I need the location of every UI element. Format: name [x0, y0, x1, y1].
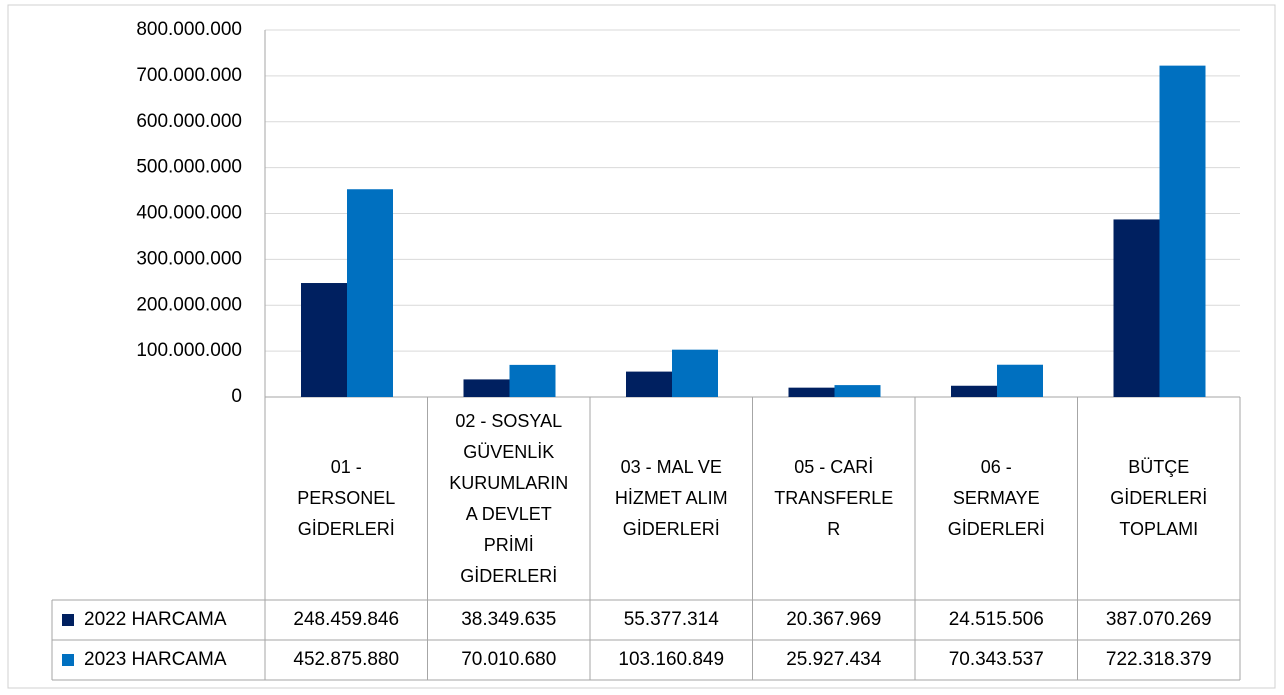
value-label: 25.927.434: [786, 649, 882, 670]
x-tick-label: 03 - MAL VE HİZMET ALIM GİDERLERİ: [614, 457, 728, 539]
value-label: 20.367.969: [786, 609, 881, 630]
bar: [672, 349, 718, 397]
y-tick-label: 800.000.000: [136, 19, 242, 40]
x-tick-label: BÜTÇE GİDERLERİ TOPLAMI: [1110, 457, 1208, 539]
category-cell: 01 - PERSONEL GİDERLERİ: [297, 457, 396, 539]
category-cell: 06 - SERMAYE GİDERLERİ: [947, 457, 1045, 539]
value-label: 452.875.880: [293, 649, 399, 670]
y-tick-label: 600.000.000: [136, 111, 242, 132]
bar: [951, 385, 997, 397]
bar: [301, 283, 347, 397]
legend-swatch: [62, 654, 74, 666]
value-label: 722.318.379: [1106, 649, 1212, 670]
value-label: 70.010.680: [461, 649, 556, 670]
value-label: 24.515.506: [949, 609, 1044, 630]
chart-frame: [7, 4, 1276, 689]
bar: [1159, 65, 1206, 397]
category-cell: 05 - CARİ TRANSFERLER: [774, 457, 894, 539]
bar: [626, 371, 672, 397]
bar: [788, 387, 835, 397]
category-cell: 02 - SOSYAL GÜVENLİK KURUMLARINA DEVLET …: [449, 410, 569, 586]
legend-label: 2023 HARCAMA: [84, 649, 227, 670]
category-cell: BÜTÇE GİDERLERİ TOPLAMI: [1110, 457, 1208, 539]
y-tick-label: 0: [231, 386, 242, 407]
bar: [997, 364, 1043, 397]
value-label: 103.160.849: [618, 649, 724, 670]
x-tick-label: 05 - CARİ TRANSFERLER: [774, 457, 894, 539]
x-tick-label: 01 - PERSONEL GİDERLERİ: [297, 457, 396, 539]
y-tick-label: 300.000.000: [136, 248, 242, 269]
y-tick-label: 500.000.000: [136, 157, 242, 178]
x-tick-label: 06 - SERMAYE GİDERLERİ: [947, 457, 1045, 539]
y-tick-label: 100.000.000: [136, 340, 242, 361]
value-label: 248.459.846: [293, 609, 399, 630]
legend-label: 2022 HARCAMA: [84, 609, 227, 630]
bar: [347, 189, 393, 397]
legend-swatch: [62, 614, 74, 626]
y-tick-label: 200.000.000: [136, 294, 242, 315]
y-tick-label: 400.000.000: [136, 203, 242, 224]
x-tick-label: 02 - SOSYAL GÜVENLİK KURUMLARINA DEVLET …: [449, 410, 569, 586]
bar: [463, 379, 510, 397]
bar: [509, 364, 556, 397]
value-label: 38.349.635: [461, 609, 556, 630]
category-cell: 03 - MAL VE HİZMET ALIM GİDERLERİ: [614, 457, 728, 539]
bar: [1113, 219, 1160, 397]
value-label: 70.343.537: [949, 649, 1044, 670]
y-tick-label: 700.000.000: [136, 65, 242, 86]
bar: [834, 385, 881, 397]
value-label: 387.070.269: [1106, 609, 1212, 630]
value-label: 55.377.314: [624, 609, 720, 630]
